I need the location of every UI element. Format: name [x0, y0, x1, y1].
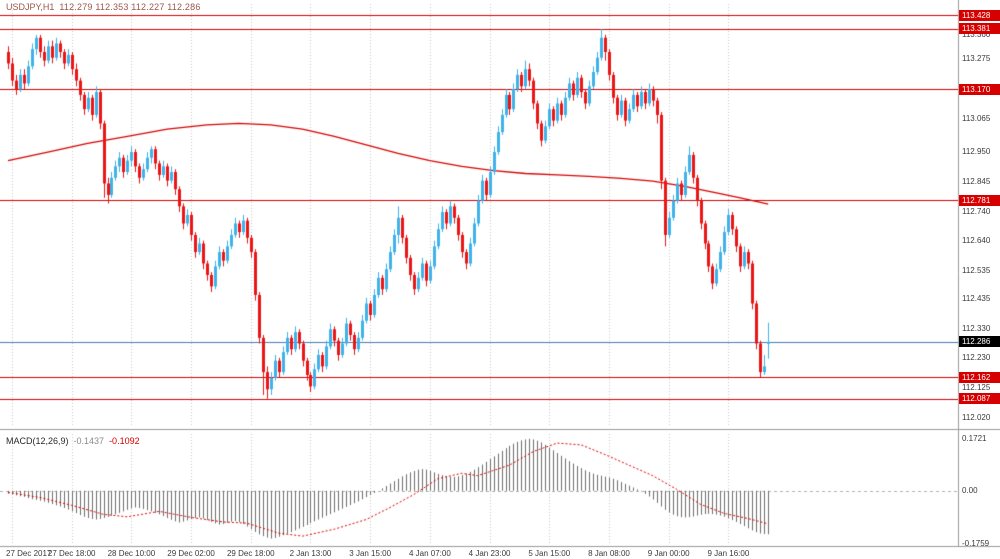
- macd-value: -0.1437: [73, 436, 105, 446]
- ohlc-values: 112.279 112.353 112.227 112.286: [59, 2, 201, 12]
- macd-name: MACD(12,26,9): [6, 436, 69, 446]
- chart-title: USDJPY,H1 112.279 112.353 112.227 112.286: [6, 2, 201, 12]
- macd-indicator-label: MACD(12,26,9) -0.1437 -0.1092: [6, 436, 140, 446]
- macd-signal-value: -0.1092: [109, 436, 140, 446]
- symbol-period-label: USDJPY,H1: [6, 2, 55, 12]
